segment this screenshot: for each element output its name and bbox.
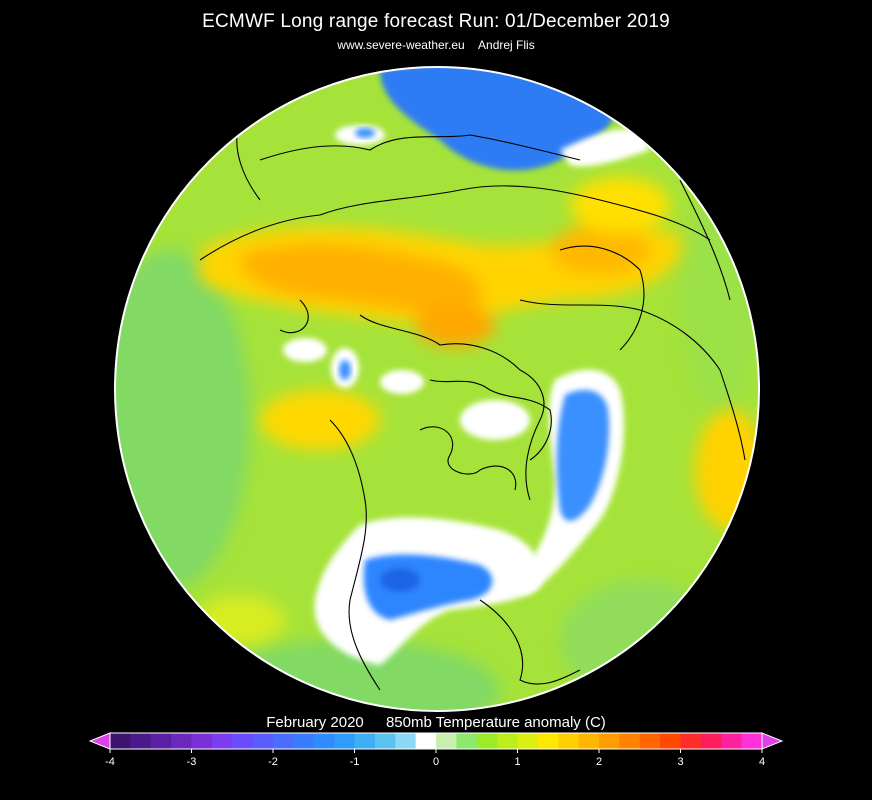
- colorbar-tick-label: 2: [596, 756, 602, 768]
- source-url: www.severe-weather.eu: [337, 38, 465, 52]
- colorbar-max-arrow: [761, 732, 784, 750]
- colorbar-swatch: [741, 733, 763, 749]
- colorbar-swatch: [660, 733, 682, 749]
- greenland-cold-anomaly: [515, 369, 624, 595]
- colorbar-min-arrow: [88, 732, 111, 750]
- colorbar-tick-label: 1: [514, 756, 520, 768]
- colorbar-swatch: [721, 733, 743, 749]
- chart-subtitle: www.severe-weather.eu Andrej Flis: [0, 38, 872, 52]
- colorbar-tick-label: -4: [105, 756, 115, 768]
- coastlines: [199, 119, 746, 691]
- variable-label: 850mb Temperature anomaly (C): [385, 714, 606, 731]
- north-america-cold-anomaly: [283, 338, 541, 665]
- colorbar-tick-label: 3: [677, 756, 683, 768]
- colorbar-swatch: [354, 733, 376, 749]
- colorbar-swatch: [639, 733, 661, 749]
- colorbar-swatch: [436, 733, 457, 749]
- colorbar-swatch: [313, 733, 335, 749]
- colorbar-swatch: [171, 733, 193, 749]
- colorbar-swatch: [578, 733, 600, 749]
- colorbar-swatch: [150, 733, 172, 749]
- colorbar-swatch: [476, 733, 498, 749]
- colorbar-swatch: [680, 733, 702, 749]
- author-name: Andrej Flis: [478, 38, 535, 52]
- colorbar-swatch: [273, 733, 294, 749]
- colorbar-swatch: [537, 733, 559, 749]
- colorbar-tick-label: -1: [350, 756, 360, 768]
- colorbar-swatch: [517, 733, 539, 749]
- colorbar-swatch: [395, 733, 417, 749]
- eurasia-warm-belt: [195, 177, 759, 645]
- map-disc: [115, 67, 759, 711]
- forecast-period: February 2020: [266, 714, 364, 731]
- colorbar-swatch: [252, 733, 274, 749]
- map-disc-border: [114, 66, 760, 712]
- legend-title: February 2020 850mb Temperature anomaly …: [0, 714, 872, 731]
- colorbar-swatch: [497, 733, 519, 749]
- colorbar-swatch: [211, 733, 233, 749]
- colorbar-swatch: [599, 733, 620, 749]
- colorbar-swatch: [110, 733, 131, 749]
- colorbar-tick-label: -2: [268, 756, 278, 768]
- chart-title: ECMWF Long range forecast Run: 01/Decemb…: [202, 11, 670, 32]
- colorbar-tick-label: 0: [433, 756, 439, 768]
- colorbar-tick-label: 4: [759, 756, 765, 768]
- colorbar-swatch: [456, 733, 478, 749]
- colorbar-swatch: [700, 733, 722, 749]
- colorbar-swatch: [293, 733, 315, 749]
- colorbar-swatch: [232, 733, 254, 749]
- colorbar-swatch: [374, 733, 396, 749]
- colorbar-swatch: [191, 733, 213, 749]
- colorbar-swatch: [130, 733, 152, 749]
- colorbar-swatch: [334, 733, 356, 749]
- colorbar-swatch: [619, 733, 641, 749]
- colorbar-swatch: [558, 733, 580, 749]
- colorbar-tick-label: -3: [187, 756, 197, 768]
- colorbar-swatch: [415, 733, 437, 749]
